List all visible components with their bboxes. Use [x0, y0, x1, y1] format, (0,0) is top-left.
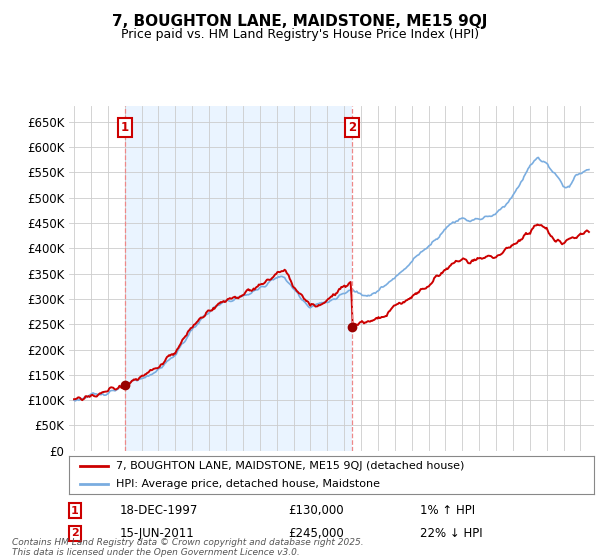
Text: 15-JUN-2011: 15-JUN-2011: [120, 526, 195, 540]
Text: £130,000: £130,000: [288, 504, 344, 517]
Text: Contains HM Land Registry data © Crown copyright and database right 2025.
This d: Contains HM Land Registry data © Crown c…: [12, 538, 364, 557]
Text: 7, BOUGHTON LANE, MAIDSTONE, ME15 9QJ (detached house): 7, BOUGHTON LANE, MAIDSTONE, ME15 9QJ (d…: [116, 461, 464, 471]
Text: 22% ↓ HPI: 22% ↓ HPI: [420, 526, 482, 540]
Text: 2: 2: [71, 528, 79, 538]
Text: 1: 1: [121, 120, 129, 134]
Text: 2: 2: [347, 120, 356, 134]
Text: Price paid vs. HM Land Registry's House Price Index (HPI): Price paid vs. HM Land Registry's House …: [121, 28, 479, 41]
Text: 1: 1: [71, 506, 79, 516]
Text: 1% ↑ HPI: 1% ↑ HPI: [420, 504, 475, 517]
Bar: [125, 106, 352, 451]
Text: £245,000: £245,000: [288, 526, 344, 540]
Text: HPI: Average price, detached house, Maidstone: HPI: Average price, detached house, Maid…: [116, 479, 380, 489]
Text: 7, BOUGHTON LANE, MAIDSTONE, ME15 9QJ: 7, BOUGHTON LANE, MAIDSTONE, ME15 9QJ: [112, 14, 488, 29]
Text: 18-DEC-1997: 18-DEC-1997: [120, 504, 199, 517]
